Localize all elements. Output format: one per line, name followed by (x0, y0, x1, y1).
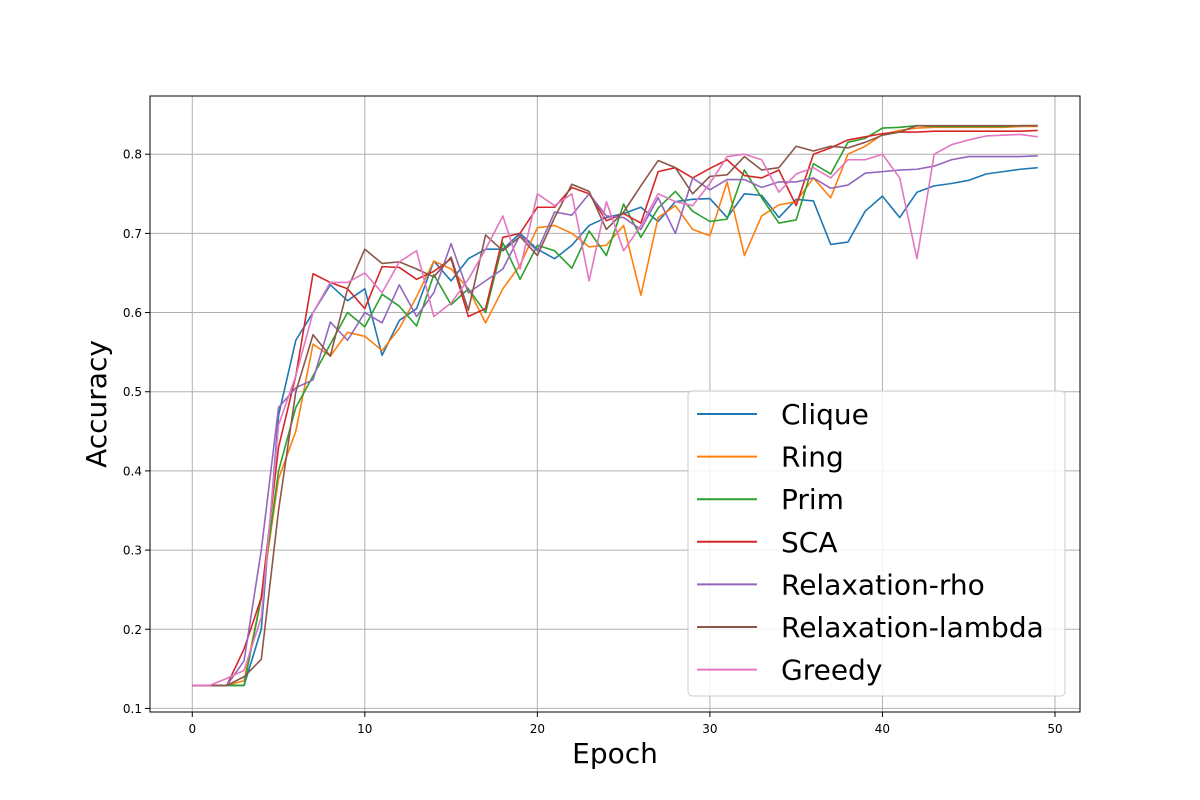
y-tick-label: 0.1 (123, 702, 142, 716)
series-line-relaxation-rho (192, 154, 1038, 687)
x-tick-label: 50 (1047, 722, 1062, 736)
legend-label-relaxation-rho: Relaxation-rho (781, 568, 985, 601)
series-lines (192, 124, 1038, 687)
legend-label-greedy: Greedy (781, 654, 882, 687)
series-line-ring (192, 125, 1038, 687)
x-tick-label: 0 (188, 722, 196, 736)
y-tick-label: 0.5 (123, 385, 142, 399)
series-line-prim (192, 124, 1038, 687)
axis-ticks: 0 10 20 30 40 50 0.1 0.2 0.3 0.4 0.5 0.6 0.7 0.8 (123, 148, 1063, 736)
series-line-clique (192, 166, 1038, 687)
plot-frame (149, 95, 1081, 713)
legend-label-ring: Ring (781, 441, 844, 474)
x-axis-label: Epoch (572, 737, 658, 770)
x-tick-label: 40 (875, 722, 890, 736)
series-line-greedy (192, 133, 1038, 687)
y-tick-label: 0.7 (123, 227, 142, 241)
y-tick-label: 0.8 (123, 148, 142, 162)
x-tick-label: 10 (357, 722, 372, 736)
y-tick-label: 0.3 (123, 544, 142, 558)
legend-label-prim: Prim (781, 483, 844, 516)
y-axis-label: Accuracy (80, 340, 113, 468)
series-line-relaxation-lambda (192, 124, 1038, 687)
x-tick-label: 30 (702, 722, 717, 736)
x-tick-label: 20 (530, 722, 545, 736)
y-tick-label: 0.2 (123, 623, 142, 637)
legend: Clique Ring Prim SCA Relaxation-rho Relaxatio… (687, 390, 1066, 697)
legend-label-clique: Clique (781, 398, 869, 431)
legend-label-sca: SCA (781, 526, 837, 559)
y-tick-label: 0.6 (123, 306, 142, 320)
legend-label-relaxation-lambda: Relaxation-lambda (781, 611, 1044, 644)
y-tick-label: 0.4 (123, 464, 142, 478)
legend-box (687, 390, 1066, 697)
